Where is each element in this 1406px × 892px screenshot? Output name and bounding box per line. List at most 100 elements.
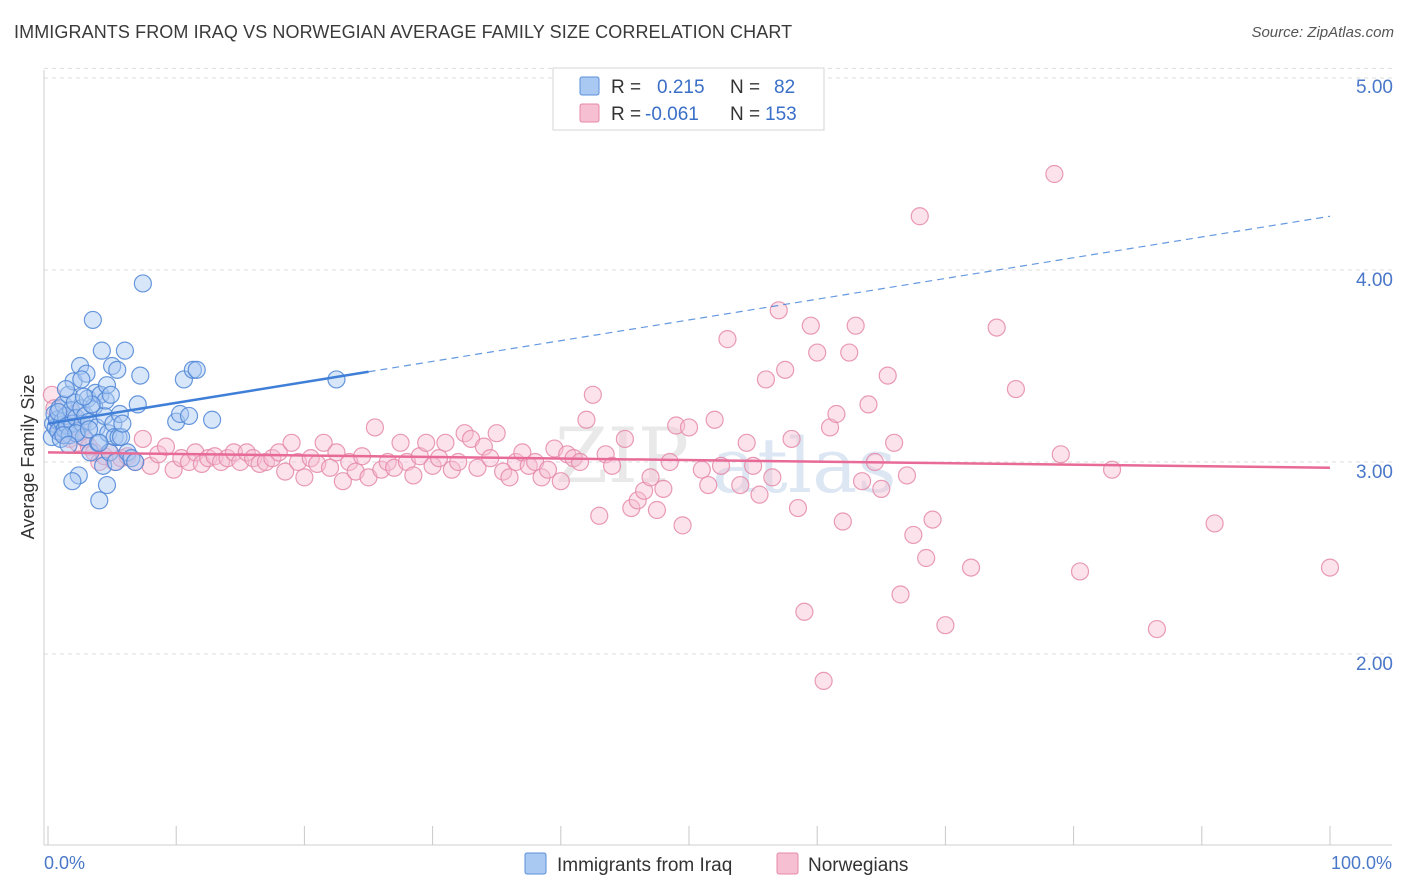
norwegians-point xyxy=(987,318,1006,337)
series-legend: Immigrants from Iraq Norwegians xyxy=(524,852,908,876)
legend-iraq-r-value: 0.215 xyxy=(657,77,705,98)
iraq-point xyxy=(79,420,99,439)
watermark-zip: ZIP xyxy=(555,411,689,500)
norwegians-point xyxy=(224,443,243,462)
iraq-point xyxy=(92,341,111,360)
trendlines xyxy=(47,215,1331,470)
iraq-point xyxy=(187,360,206,379)
norwegians-point xyxy=(718,330,737,349)
norwegians-point xyxy=(314,433,333,452)
legend-norway-r-label: R = xyxy=(611,104,641,125)
iraq-point xyxy=(170,404,190,424)
x-tick-label-min: 0.0% xyxy=(44,853,85,873)
norwegians-point xyxy=(1051,445,1070,464)
norwegians-point xyxy=(801,316,820,335)
y-tick-label-3: 5.00 xyxy=(1356,77,1393,98)
iraq-point xyxy=(96,391,115,410)
norwegians-point xyxy=(788,498,808,518)
norwegians-point xyxy=(660,452,679,472)
y-axis-label: Average Family Size xyxy=(18,375,38,540)
norwegians-point xyxy=(628,491,647,510)
norwegians-trendline xyxy=(47,451,1331,470)
norwegians-point xyxy=(602,456,622,475)
y-tick-labels: 2.00 3.00 4.00 5.00 xyxy=(1356,77,1393,675)
norwegians-point xyxy=(961,558,981,577)
norwegians-point xyxy=(583,385,602,404)
norwegians-point xyxy=(763,468,782,487)
norwegians-point xyxy=(923,510,942,529)
norwegians-point xyxy=(1102,460,1122,479)
norwegians-point xyxy=(750,485,769,504)
norwegians-point xyxy=(282,433,301,452)
iraq-point xyxy=(63,472,82,491)
y-tick-label-1: 3.00 xyxy=(1356,462,1393,483)
iraq-trendline xyxy=(47,370,369,425)
iraq-point xyxy=(49,402,68,422)
legend-iraq-r-label: R = xyxy=(611,77,641,98)
norwegians-point xyxy=(705,410,724,429)
norwegians-point xyxy=(1006,379,1026,399)
norwegians-point xyxy=(615,429,635,449)
norwegians-point xyxy=(1147,619,1167,639)
iraq-points xyxy=(42,274,346,510)
norwegians-point xyxy=(904,525,923,545)
grid-lines xyxy=(44,67,1392,655)
norwegians-point xyxy=(156,437,176,456)
norwegians-point xyxy=(692,460,711,479)
bottom-legend-iraq: Immigrants from Iraq xyxy=(557,855,732,876)
norwegians-point xyxy=(808,343,827,362)
norwegians-point xyxy=(295,468,314,487)
norwegians-point xyxy=(654,479,673,498)
iraq-point xyxy=(90,433,109,452)
norwegians-point xyxy=(891,585,910,604)
norwegians-point xyxy=(474,437,493,456)
norwegians-point xyxy=(570,452,590,472)
norwegians-point xyxy=(133,429,152,449)
norwegians-point xyxy=(417,433,436,452)
norwegians-points xyxy=(42,164,1340,690)
norwegians-point xyxy=(679,418,699,437)
norwegians-point xyxy=(404,466,423,485)
norwegians-point xyxy=(647,500,667,520)
iraq-point xyxy=(97,475,117,495)
norwegians-point xyxy=(878,366,897,385)
iraq-point xyxy=(108,360,127,379)
norwegians-point xyxy=(833,512,852,531)
watermark: ZIP atlas xyxy=(555,411,896,510)
norwegians-point xyxy=(846,316,865,335)
norwegians-point xyxy=(897,466,917,485)
norwegians-point xyxy=(795,602,814,621)
iraq-point xyxy=(56,379,76,399)
iraq-point xyxy=(72,370,91,389)
iraq-point xyxy=(74,387,93,406)
x-tick-label-max: 100.0% xyxy=(1331,853,1392,873)
iraq-point xyxy=(59,435,78,454)
norwegians-point xyxy=(840,343,859,362)
legend-norway-n-label: N = xyxy=(730,104,760,125)
norwegians-point xyxy=(936,616,955,635)
iraq-point xyxy=(54,426,73,445)
norwegians-point xyxy=(885,433,904,452)
iraq-point xyxy=(179,406,199,426)
norwegians-point xyxy=(917,548,936,568)
norwegians-point xyxy=(436,433,455,452)
legend-swatch-norway xyxy=(579,103,600,123)
norwegians-point xyxy=(827,404,846,424)
norwegians-point xyxy=(365,418,385,437)
legend-iraq-n-value: 82 xyxy=(774,77,795,98)
norwegians-point xyxy=(852,472,872,491)
norwegians-point xyxy=(500,468,519,487)
iraq-point xyxy=(126,452,145,472)
norwegians-point xyxy=(269,443,288,462)
norwegians-point xyxy=(1205,514,1224,533)
norwegians-point xyxy=(731,475,750,495)
chart-title: IMMIGRANTS FROM IRAQ VS NORWEGIAN AVERAG… xyxy=(14,22,793,42)
norwegians-point xyxy=(487,424,506,443)
iraq-point xyxy=(90,491,109,510)
norwegians-point xyxy=(320,458,340,477)
x-ticks xyxy=(47,826,1331,845)
bottom-legend-swatch-norway xyxy=(776,852,799,875)
norwegians-point xyxy=(468,458,487,477)
norwegians-point xyxy=(737,433,756,452)
